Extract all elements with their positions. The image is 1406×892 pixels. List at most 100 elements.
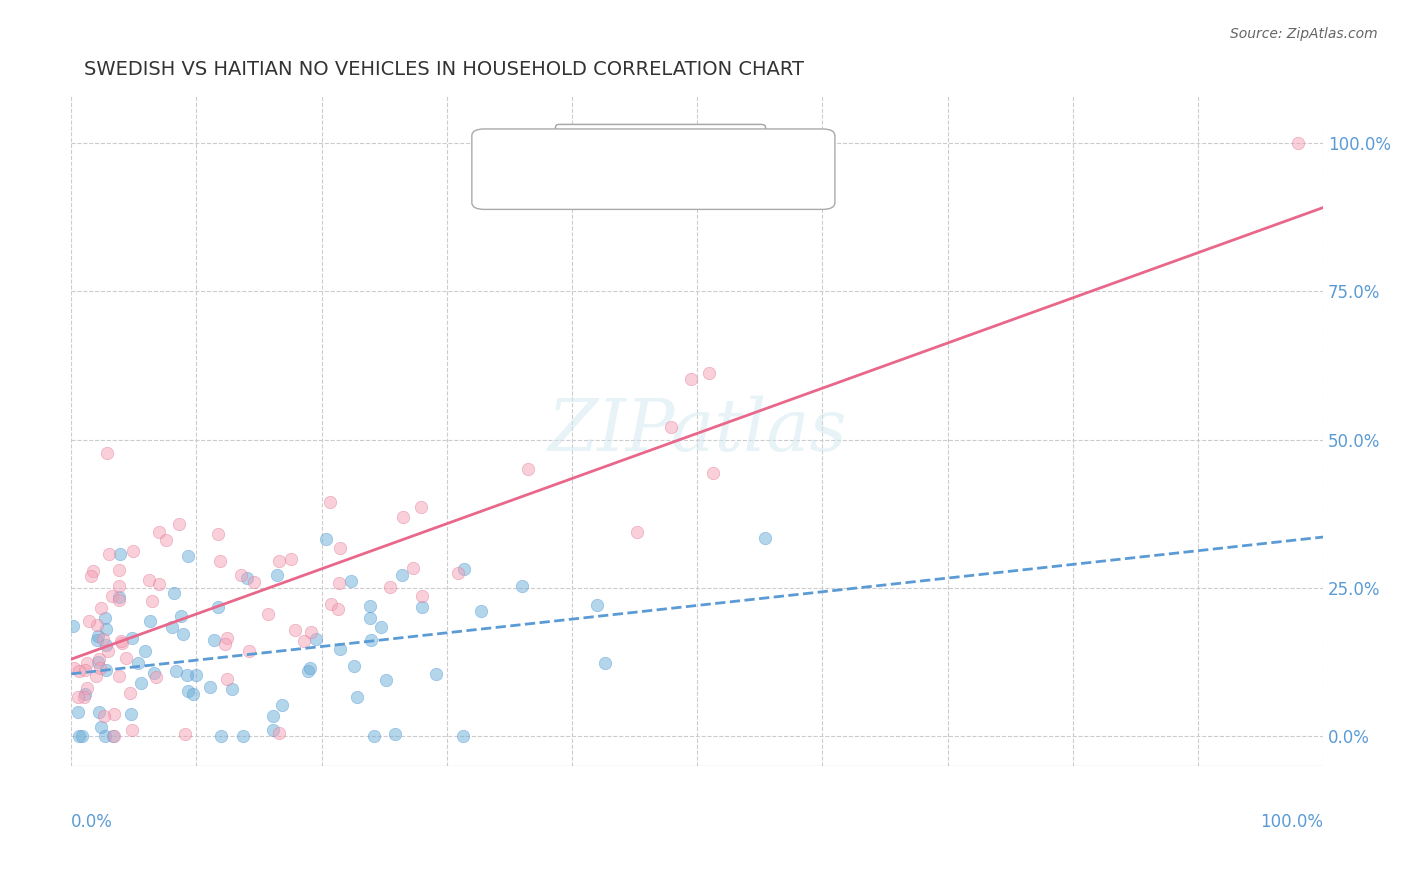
Haitians xyxy=(392,510,415,524)
Haitians xyxy=(141,594,163,608)
Haitians xyxy=(66,690,89,704)
Text: ZIPatlas: ZIPatlas xyxy=(547,395,846,466)
Swedes xyxy=(207,600,229,615)
Haitians xyxy=(75,663,97,677)
Swedes xyxy=(315,532,337,546)
Swedes xyxy=(110,548,132,562)
Haitians xyxy=(697,366,720,380)
Swedes xyxy=(346,690,368,704)
Swedes xyxy=(94,663,117,677)
Haitians xyxy=(148,524,170,539)
Haitians xyxy=(97,547,120,561)
Swedes xyxy=(62,619,84,633)
Haitians xyxy=(108,592,131,607)
Haitians xyxy=(214,637,236,651)
Haitians xyxy=(409,500,432,514)
Haitians xyxy=(62,661,84,675)
Haitians xyxy=(111,635,134,649)
Swedes xyxy=(90,720,112,734)
Haitians xyxy=(108,669,131,683)
Haitians xyxy=(326,602,349,616)
Swedes xyxy=(411,599,433,614)
Swedes xyxy=(66,705,89,719)
Haitians xyxy=(299,625,322,640)
Haitians xyxy=(103,706,125,721)
Haitians xyxy=(90,601,112,615)
Swedes xyxy=(67,729,90,743)
Swedes xyxy=(101,729,124,743)
Haitians xyxy=(626,524,648,539)
Haitians xyxy=(267,726,290,740)
Haitians xyxy=(1286,136,1309,150)
Haitians xyxy=(96,643,118,657)
Haitians xyxy=(207,527,229,541)
Haitians xyxy=(269,554,291,568)
Swedes xyxy=(108,591,131,605)
Haitians xyxy=(321,597,343,611)
Haitians xyxy=(76,681,98,695)
Haitians xyxy=(91,632,114,646)
Swedes xyxy=(510,579,533,593)
Haitians xyxy=(280,552,302,566)
Swedes xyxy=(86,632,108,647)
Haitians xyxy=(702,466,724,480)
Text: 0.0%: 0.0% xyxy=(72,814,112,831)
Swedes xyxy=(363,729,385,743)
Haitians xyxy=(84,669,107,683)
Swedes xyxy=(384,727,406,741)
Swedes xyxy=(470,604,492,618)
Haitians xyxy=(217,672,239,686)
Haitians xyxy=(145,670,167,684)
Swedes xyxy=(198,680,221,694)
Swedes xyxy=(232,729,254,743)
Swedes xyxy=(297,665,319,679)
Text: Source: ZipAtlas.com: Source: ZipAtlas.com xyxy=(1230,27,1378,41)
FancyBboxPatch shape xyxy=(472,129,835,210)
Haitians xyxy=(148,576,170,591)
Text: 100.0%: 100.0% xyxy=(1260,814,1323,831)
Haitians xyxy=(257,607,280,621)
Swedes xyxy=(329,641,352,656)
Haitians xyxy=(108,579,131,593)
Haitians xyxy=(67,664,90,678)
Haitians xyxy=(411,589,433,603)
Swedes xyxy=(221,681,243,696)
Swedes xyxy=(181,687,204,701)
Swedes xyxy=(177,683,200,698)
Haitians xyxy=(329,541,352,555)
Swedes xyxy=(359,611,381,625)
Haitians xyxy=(82,564,104,578)
Swedes xyxy=(595,656,617,670)
Swedes xyxy=(86,655,108,669)
Swedes xyxy=(143,665,166,680)
Haitians xyxy=(86,618,108,632)
Swedes xyxy=(121,632,143,646)
Swedes xyxy=(177,549,200,563)
Swedes xyxy=(129,676,152,690)
Haitians xyxy=(87,651,110,665)
Swedes xyxy=(73,687,96,701)
Swedes xyxy=(370,619,392,633)
Swedes xyxy=(94,622,117,636)
Haitians xyxy=(77,615,100,629)
Haitians xyxy=(120,686,142,700)
Swedes xyxy=(160,620,183,634)
Haitians xyxy=(93,708,115,723)
Swedes xyxy=(360,632,382,647)
Swedes xyxy=(202,632,225,647)
Haitians xyxy=(517,462,540,476)
Haitians xyxy=(103,729,125,743)
Swedes xyxy=(236,571,259,585)
Swedes xyxy=(298,661,321,675)
Text: SWEDISH VS HAITIAN NO VEHICLES IN HOUSEHOLD CORRELATION CHART: SWEDISH VS HAITIAN NO VEHICLES IN HOUSEH… xyxy=(84,60,804,78)
Haitians xyxy=(659,420,682,434)
Swedes xyxy=(305,632,328,647)
Swedes xyxy=(120,706,142,721)
Haitians xyxy=(378,580,401,594)
Swedes xyxy=(391,567,413,582)
Swedes xyxy=(453,562,475,576)
Swedes xyxy=(451,729,474,743)
Haitians xyxy=(284,624,307,638)
Swedes xyxy=(176,667,198,681)
Haitians xyxy=(76,656,98,670)
